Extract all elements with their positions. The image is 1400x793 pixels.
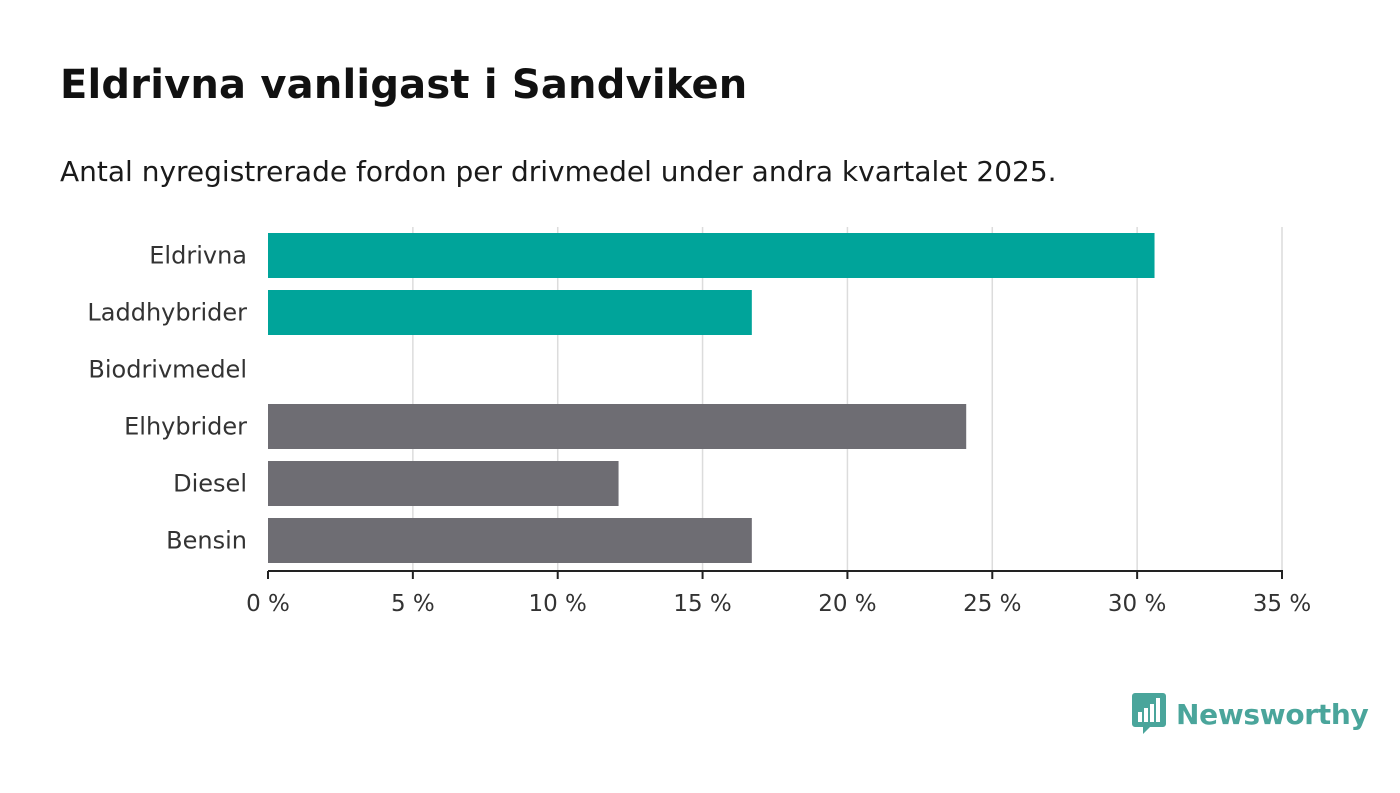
logo-text: Newsworthy — [1176, 697, 1369, 731]
category-label: Elhybrider — [124, 413, 247, 441]
category-label: Eldrivna — [149, 242, 247, 270]
x-tick-label: 5 % — [391, 591, 435, 617]
bar-chart-speech-bubble-icon — [1132, 693, 1166, 734]
category-label: Bensin — [166, 527, 247, 555]
x-tick-label: 10 % — [528, 591, 586, 617]
category-labels: Eldrivna Laddhybrider Biodrivmedel Elhybrid… — [87, 242, 247, 555]
x-tick-label: 25 % — [963, 591, 1021, 617]
x-tick-label: 35 % — [1253, 591, 1311, 617]
category-label: Laddhybrider — [87, 299, 247, 327]
x-tick-label: 0 % — [246, 591, 290, 617]
x-tick-label: 30 % — [1108, 591, 1166, 617]
x-tick-label: 15 % — [673, 591, 731, 617]
category-label: Diesel — [173, 470, 247, 498]
chart-subtitle: Antal nyregistrerade fordon per drivmede… — [60, 155, 1057, 188]
bar — [268, 404, 967, 449]
x-axis: 0 % 5 % 10 % 15 % 20 % 25 % 30 % 35 % — [246, 570, 1311, 617]
bar — [268, 461, 619, 506]
bars — [268, 233, 1155, 563]
category-label: Biodrivmedel — [88, 356, 247, 384]
bar — [268, 233, 1155, 278]
chart-title: Eldrivna vanligast i Sandviken — [60, 62, 748, 108]
x-tick-label: 20 % — [818, 591, 876, 617]
bar — [268, 290, 752, 335]
newsworthy-logo: Newsworthy — [1132, 692, 1369, 736]
bar — [268, 518, 752, 563]
grid-lines — [412, 227, 1283, 571]
